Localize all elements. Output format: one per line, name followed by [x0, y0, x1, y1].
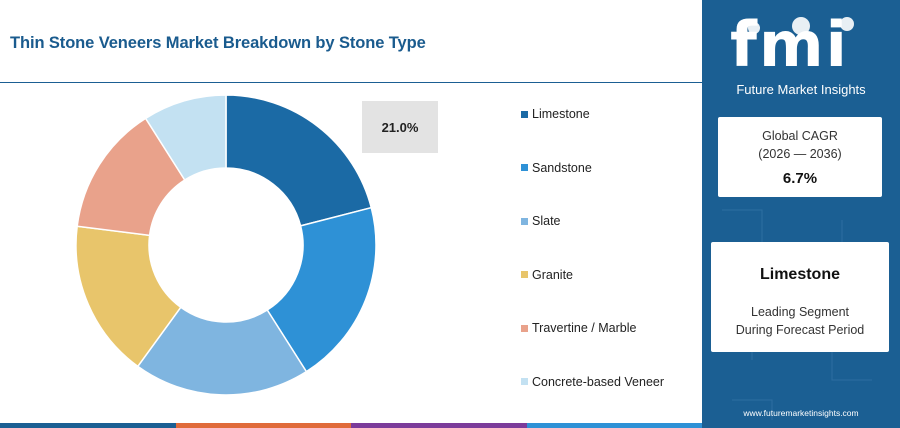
- fmi-logo: fmi Future Market Insights: [702, 10, 900, 98]
- title-bar: Thin Stone Veneers Market Breakdown by S…: [0, 0, 702, 83]
- donut-slice-concrete-based-veneer: [144, 94, 227, 182]
- cagr-value: 6.7%: [782, 170, 818, 187]
- legend-item: Sandstone: [521, 161, 592, 175]
- cagr-card: Global CAGR (2026 — 2036) 6.7%: [718, 117, 882, 197]
- legend-label: Travertine / Marble: [532, 321, 637, 335]
- highlight-callout: 21.0%: [362, 101, 438, 153]
- legend-item: Travertine / Marble: [521, 321, 636, 335]
- legend-swatch: [521, 164, 528, 171]
- stripe-segment: [526, 423, 702, 428]
- legend-swatch: [521, 378, 528, 385]
- legend-swatch: [521, 324, 528, 332]
- donut-slice-slate: [136, 306, 308, 396]
- legend-label: Granite: [532, 267, 573, 282]
- cagr-period: (2026 — 2036): [758, 147, 842, 161]
- legend-swatch: [521, 110, 528, 118]
- legend-label: Concrete-based Veneer: [532, 374, 665, 389]
- donut-chart: [75, 94, 377, 396]
- segment-caption-2: During Forecast Period: [735, 323, 865, 337]
- logo-wordmark: fmi: [730, 8, 849, 81]
- website-url[interactable]: www.futuremarketinsights.com: [743, 408, 859, 418]
- legend-label: Sandstone: [532, 160, 592, 175]
- logo-subtitle: Future Market Insights: [736, 82, 866, 97]
- globe-icon: [748, 17, 854, 35]
- bottom-stripe: [0, 423, 702, 428]
- cagr-label: Global CAGR: [762, 129, 838, 143]
- legend-item: Limestone: [521, 107, 590, 121]
- legend-swatch: [521, 271, 528, 278]
- stripe-segment: [175, 423, 351, 428]
- segment-caption-1: Leading Segment: [751, 305, 849, 319]
- stripe-segment: [351, 423, 527, 428]
- side-panel: fmi Future Market Insights Global CAGR (…: [702, 0, 900, 428]
- donut-slice-limestone: [225, 94, 373, 227]
- legend-item: Granite: [521, 268, 573, 282]
- stripe-segment: [0, 423, 176, 428]
- chart-area: 21.0% Limestone Sandstone Slate Granite Trav…: [0, 83, 703, 423]
- legend-swatch: [521, 217, 528, 225]
- chart-title: Thin Stone Veneers Market Breakdown by S…: [10, 34, 426, 52]
- leading-segment-card: Limestone Leading Segment During Forecas…: [711, 242, 889, 352]
- legend-label: Limestone: [532, 107, 590, 121]
- legend-item: Concrete-based Veneer: [521, 375, 664, 389]
- donut-slice-sandstone: [266, 206, 377, 373]
- legend-label: Slate: [532, 214, 561, 228]
- legend-item: Slate: [521, 214, 561, 228]
- segment-name: Limestone: [759, 266, 840, 283]
